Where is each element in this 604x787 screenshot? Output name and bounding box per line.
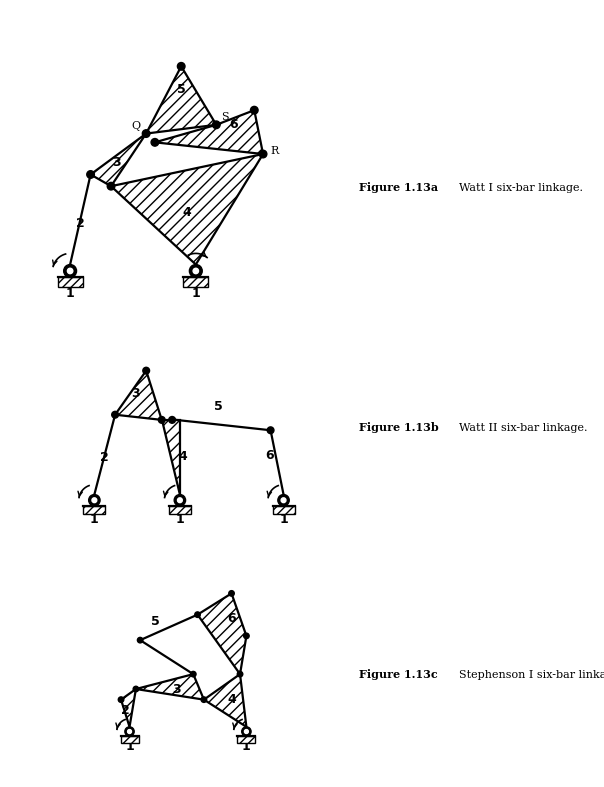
Circle shape [169,416,176,423]
Circle shape [118,696,124,703]
Polygon shape [83,506,105,514]
Circle shape [125,727,134,736]
Text: Watt II six-bar linkage.: Watt II six-bar linkage. [452,423,587,434]
Circle shape [245,730,248,733]
Polygon shape [121,689,136,727]
Circle shape [143,368,150,374]
Text: Q: Q [131,121,141,131]
Text: S: S [220,112,228,121]
Text: 2: 2 [121,704,130,717]
Text: 5: 5 [214,400,223,412]
Polygon shape [111,154,263,264]
Text: 1: 1 [191,287,200,301]
Circle shape [143,130,150,138]
Text: 4: 4 [182,206,191,219]
Circle shape [108,183,115,190]
Text: Watt I six-bar linkage.: Watt I six-bar linkage. [452,183,583,194]
Text: Figure 1.13b: Figure 1.13b [359,423,439,434]
Polygon shape [162,420,180,494]
Text: R: R [270,146,278,156]
Text: 1: 1 [90,513,98,526]
Polygon shape [155,110,263,154]
Text: 1: 1 [125,741,134,753]
Polygon shape [169,506,191,514]
Circle shape [133,686,139,692]
Circle shape [242,727,251,736]
Circle shape [194,611,201,618]
Circle shape [178,498,182,503]
Circle shape [190,264,202,277]
Text: 4: 4 [227,693,236,706]
Polygon shape [121,736,138,743]
Circle shape [193,268,199,274]
Circle shape [243,633,249,639]
Circle shape [267,427,274,434]
Polygon shape [237,736,255,743]
Polygon shape [58,277,83,286]
Circle shape [190,671,196,677]
Circle shape [237,671,243,677]
Text: 3: 3 [172,682,181,696]
Text: 5: 5 [150,615,159,628]
Circle shape [229,590,234,597]
Text: 2: 2 [76,217,85,230]
Circle shape [178,62,185,70]
Polygon shape [184,277,208,286]
Circle shape [87,171,94,179]
Text: 1: 1 [176,513,184,526]
Text: 6: 6 [265,449,274,462]
Circle shape [158,416,165,423]
Circle shape [137,637,143,643]
Polygon shape [272,506,295,514]
Text: 1: 1 [279,513,288,526]
Text: 6: 6 [230,118,238,131]
Polygon shape [204,674,246,727]
Text: 1: 1 [66,287,74,301]
Circle shape [89,494,100,506]
Text: Figure 1.13a: Figure 1.13a [359,183,439,194]
Polygon shape [115,371,162,420]
Polygon shape [91,134,146,187]
Text: 6: 6 [227,612,236,626]
Circle shape [278,494,289,506]
Text: 4: 4 [178,449,187,463]
Text: Stephenson I six-bar linkage.: Stephenson I six-bar linkage. [452,671,604,681]
Circle shape [251,106,258,114]
Polygon shape [136,674,204,700]
Text: 3: 3 [112,157,121,169]
Text: Figure 1.13c: Figure 1.13c [359,670,438,681]
Circle shape [201,696,207,703]
Text: 1: 1 [242,741,251,753]
Circle shape [151,139,159,146]
Polygon shape [198,593,246,674]
Text: 5: 5 [177,83,185,96]
Circle shape [112,412,118,418]
Circle shape [213,121,220,128]
Circle shape [63,264,77,277]
Circle shape [281,498,286,503]
Polygon shape [146,66,216,134]
Text: 3: 3 [132,387,140,401]
Text: 2: 2 [100,452,109,464]
Circle shape [127,730,132,733]
Circle shape [259,150,267,158]
Circle shape [92,498,97,503]
Circle shape [174,494,185,506]
Circle shape [68,268,73,274]
